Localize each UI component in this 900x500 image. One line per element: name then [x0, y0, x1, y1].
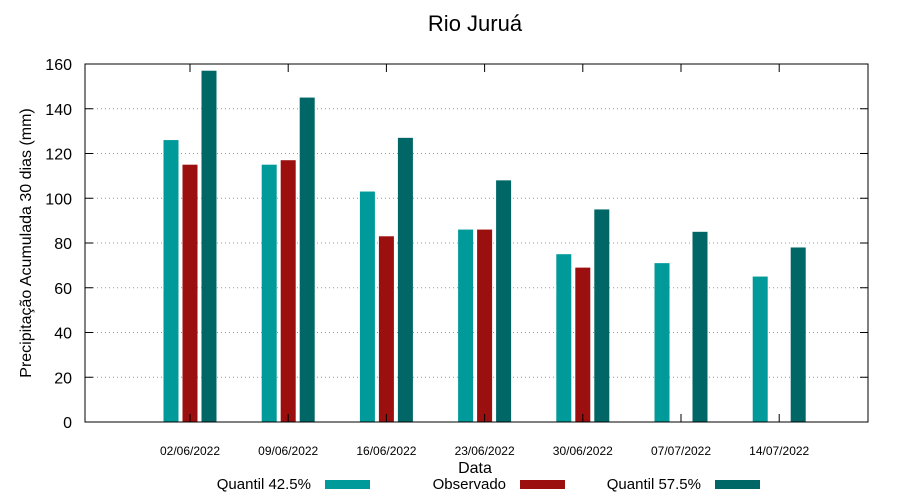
bars	[163, 70, 806, 423]
bar	[496, 180, 512, 422]
legend-label: Quantil 57.5%	[607, 476, 701, 493]
y-tick-label: 120	[45, 147, 72, 164]
x-tick-label: 14/07/2022	[749, 444, 809, 458]
legend-item: Observado	[433, 476, 565, 493]
bar	[477, 229, 493, 422]
x-axis-label: Data	[458, 460, 492, 477]
y-tick-label: 80	[54, 236, 72, 253]
x-tick-label: 16/06/2022	[356, 444, 416, 458]
legend-label: Observado	[433, 476, 506, 493]
bar	[692, 231, 708, 422]
bar	[299, 97, 315, 422]
bar	[280, 160, 296, 422]
bar	[201, 70, 217, 423]
legend-item: Quantil 57.5%	[607, 476, 760, 493]
bar	[575, 267, 591, 422]
y-tick-label: 60	[54, 281, 72, 298]
grid-lines	[85, 108, 868, 378]
bar	[790, 247, 806, 422]
bar	[261, 164, 277, 422]
chart-title: Rio Juruá	[428, 11, 523, 36]
x-tick-label: 09/06/2022	[258, 444, 318, 458]
bar	[556, 254, 572, 422]
bar	[378, 236, 394, 422]
bar	[594, 209, 610, 422]
y-axis-ticks: 0 20 40 60 80 100 120 140 160	[45, 57, 868, 432]
y-tick-label: 20	[54, 370, 72, 387]
y-tick-label: 40	[54, 326, 72, 343]
x-tick-label: 07/07/2022	[651, 444, 711, 458]
legend-label: Quantil 42.5%	[217, 476, 311, 493]
bar	[458, 229, 474, 422]
legend-swatch	[520, 480, 565, 489]
x-tick-label: 02/06/2022	[160, 444, 220, 458]
x-tick-label: 23/06/2022	[455, 444, 515, 458]
bar	[752, 276, 768, 422]
y-tick-label: 160	[45, 57, 72, 74]
bar	[654, 263, 670, 422]
x-tick-label: 30/06/2022	[553, 444, 613, 458]
legend-swatch	[715, 480, 760, 489]
bar	[182, 164, 198, 422]
bar	[359, 191, 375, 422]
legend-item: Quantil 42.5%	[217, 476, 370, 493]
y-tick-label: 100	[45, 191, 72, 208]
legend: Quantil 42.5% Observado Quantil 57.5%	[217, 476, 760, 493]
y-tick-label: 0	[63, 415, 72, 432]
y-tick-label: 140	[45, 102, 72, 119]
bar	[397, 137, 413, 422]
legend-swatch	[325, 480, 370, 489]
y-axis-label: Precipitação Acumulada 30 dias (mm)	[18, 108, 35, 377]
x-axis-ticks: 02/06/2022 09/06/2022 16/06/2022 23/06/2022…	[160, 64, 810, 458]
bar	[163, 140, 179, 422]
